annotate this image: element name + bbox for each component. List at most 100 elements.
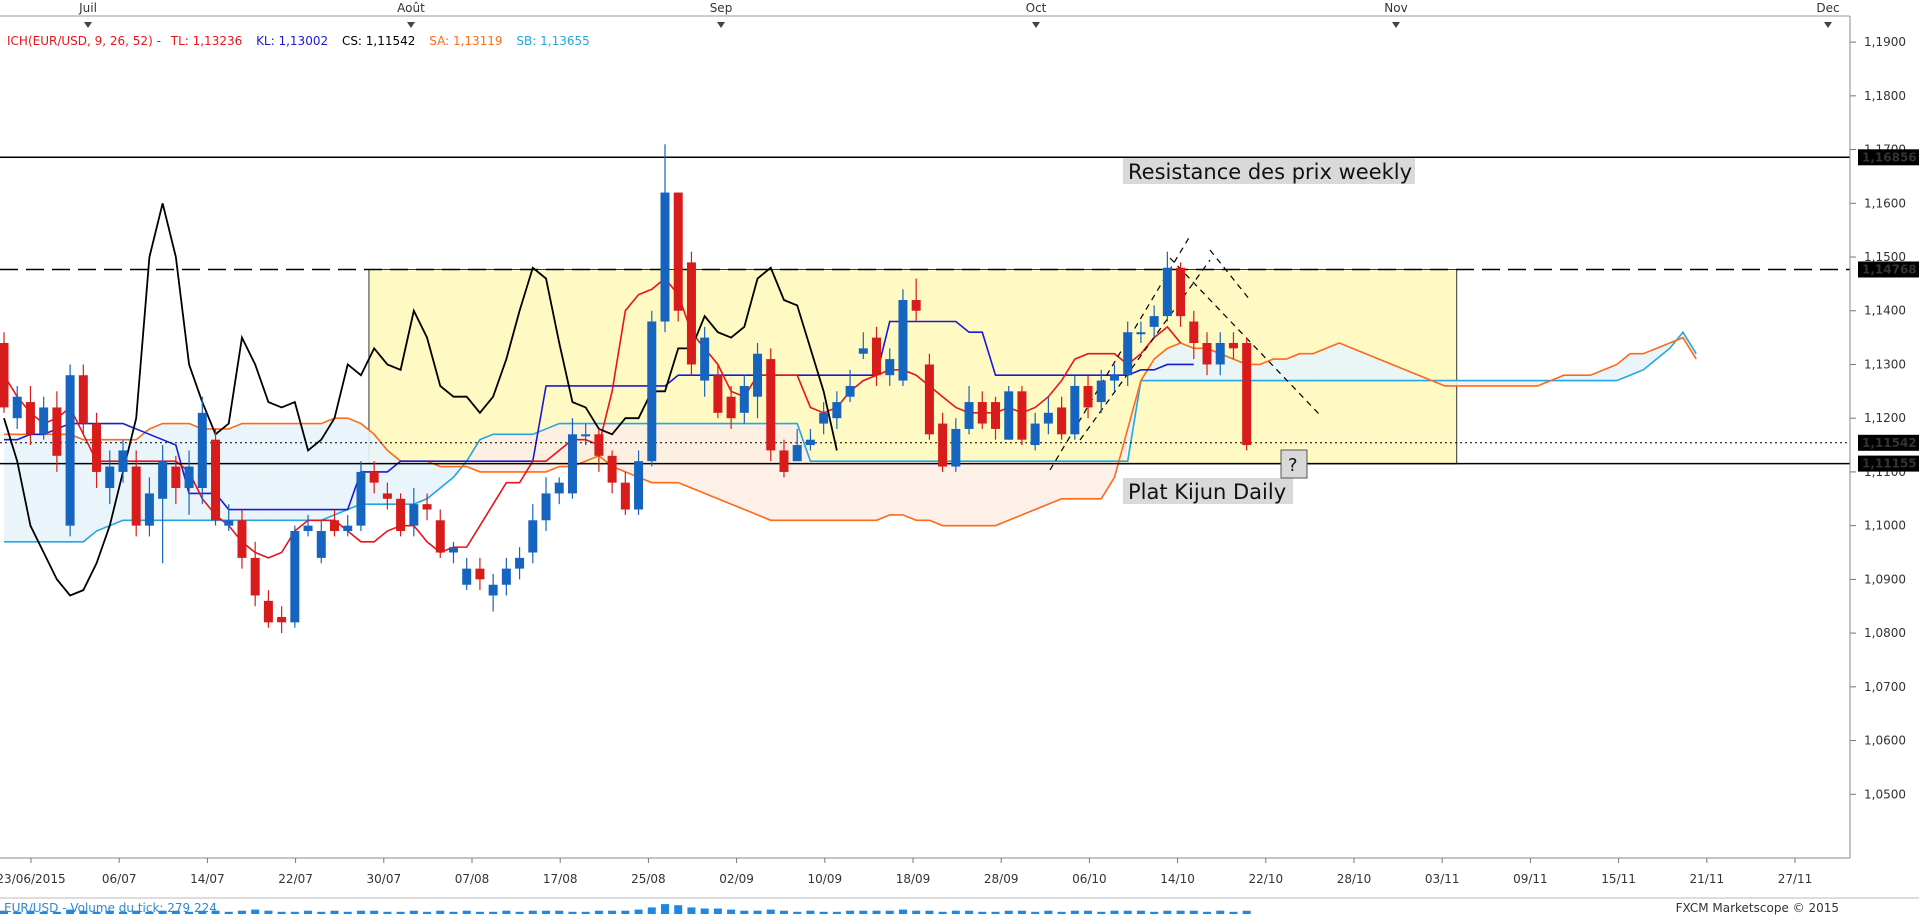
cloud-segment bbox=[413, 461, 428, 505]
cloud-segment bbox=[1378, 359, 1393, 381]
candle-body bbox=[1176, 267, 1186, 317]
cloud-segment bbox=[1167, 342, 1181, 381]
month-marker bbox=[407, 22, 415, 28]
volume-bar bbox=[1017, 910, 1026, 914]
cloud-segment bbox=[1180, 342, 1194, 381]
x-tick-label: 10/09 bbox=[808, 872, 843, 886]
volume-bar bbox=[489, 911, 498, 914]
candle-body bbox=[528, 520, 538, 553]
cloud-segment bbox=[1590, 369, 1604, 381]
candle-body bbox=[237, 520, 247, 558]
volume-bar bbox=[158, 910, 167, 914]
price-tag-label: 1,11542 bbox=[1862, 436, 1917, 450]
y-tick-label: 1,1000 bbox=[1864, 519, 1906, 533]
volume-bar bbox=[1110, 910, 1119, 914]
volume-bar bbox=[462, 910, 471, 914]
volume-bar bbox=[898, 909, 907, 914]
legend-kijun: KL: 1,13002 bbox=[256, 34, 328, 48]
cloud-segment bbox=[30, 434, 44, 542]
volume-bar bbox=[978, 911, 987, 914]
volume-bar bbox=[118, 911, 127, 914]
candle-body bbox=[144, 493, 154, 526]
price-tag bbox=[1858, 434, 1919, 451]
volume-bar bbox=[198, 910, 207, 914]
month-label: Nov bbox=[1384, 1, 1407, 15]
candle-body bbox=[951, 428, 961, 467]
cloud-segment bbox=[1259, 359, 1274, 381]
cloud-segment bbox=[1352, 348, 1366, 381]
volume-bar bbox=[647, 907, 656, 914]
candle-body bbox=[726, 396, 736, 419]
candle-body bbox=[581, 434, 591, 437]
cloud-segment bbox=[17, 434, 31, 542]
candle-body bbox=[1043, 412, 1053, 424]
candle-body bbox=[819, 412, 829, 424]
cloud-segment bbox=[1048, 461, 1062, 505]
volume-bar bbox=[370, 910, 379, 914]
month-label: Juil bbox=[78, 1, 97, 15]
legend-header: ICH(EUR/USD, 9, 26, 52) - TL: 1,13236 KL… bbox=[7, 34, 590, 48]
candle-body bbox=[766, 359, 776, 451]
candle-body bbox=[541, 493, 551, 521]
candle-body bbox=[224, 520, 234, 526]
volume-bar bbox=[1057, 911, 1066, 914]
month-label: Oct bbox=[1026, 1, 1047, 15]
cloud-segment bbox=[255, 423, 269, 521]
candle-body bbox=[197, 412, 207, 489]
candle-body bbox=[845, 385, 855, 397]
x-tick-label: 17/08 bbox=[543, 872, 578, 886]
cloud-segment bbox=[1101, 461, 1115, 499]
volume-bar bbox=[211, 910, 220, 914]
volume-bar bbox=[237, 910, 246, 914]
volume-bar bbox=[581, 911, 590, 914]
candle-body bbox=[673, 192, 683, 311]
cloud-segment bbox=[823, 461, 837, 521]
volume-bar bbox=[1203, 911, 1212, 914]
cloud-segment bbox=[506, 434, 520, 472]
candle-body bbox=[105, 466, 115, 489]
volume-bar bbox=[951, 910, 960, 914]
y-tick-label: 1,1600 bbox=[1864, 196, 1906, 210]
volume-bar bbox=[52, 911, 61, 914]
question-mark-box bbox=[1280, 449, 1308, 479]
volume-bar bbox=[965, 910, 974, 914]
cloud-segment bbox=[334, 418, 348, 515]
volume-bar bbox=[779, 910, 788, 914]
volume-bar bbox=[185, 911, 194, 914]
month-labels: Juil Août Sep Oct Nov Dec bbox=[78, 1, 1840, 28]
volume-bar bbox=[991, 911, 1000, 914]
cloud-segment bbox=[308, 423, 322, 521]
volume-bar bbox=[846, 910, 855, 914]
volume-bar bbox=[171, 910, 180, 914]
cloud-segment bbox=[493, 434, 507, 472]
cloud-segment bbox=[228, 423, 242, 521]
candle-body bbox=[805, 439, 815, 446]
candle-body bbox=[964, 402, 974, 429]
candle-body bbox=[1096, 380, 1106, 403]
cloud-segment bbox=[4, 434, 18, 542]
x-tick-label: 18/09 bbox=[896, 872, 931, 886]
cloud-segment bbox=[889, 461, 903, 515]
cloud-segment bbox=[1286, 353, 1300, 381]
candle-body bbox=[634, 461, 644, 510]
cloud-segment bbox=[546, 423, 560, 472]
candle-body bbox=[1004, 391, 1014, 440]
candle-body bbox=[184, 466, 194, 489]
x-tick-label: 23/06/2015 bbox=[0, 872, 66, 886]
cloud-segment bbox=[1088, 461, 1102, 499]
month-marker bbox=[717, 22, 725, 28]
candle-body bbox=[567, 434, 577, 494]
candle-body bbox=[924, 364, 934, 435]
volume-bar bbox=[608, 910, 617, 914]
cloud-segment bbox=[665, 423, 679, 483]
volume-bar bbox=[1216, 910, 1225, 914]
volume-bar bbox=[423, 911, 432, 914]
cloud-segment bbox=[1471, 380, 1485, 386]
candle-body bbox=[396, 498, 406, 532]
candle-body bbox=[1070, 385, 1080, 435]
x-tick-label: 30/07 bbox=[367, 872, 402, 886]
candle-body bbox=[1083, 385, 1093, 408]
x-tick-label: 06/07 bbox=[102, 872, 137, 886]
volume-bar bbox=[343, 911, 352, 914]
